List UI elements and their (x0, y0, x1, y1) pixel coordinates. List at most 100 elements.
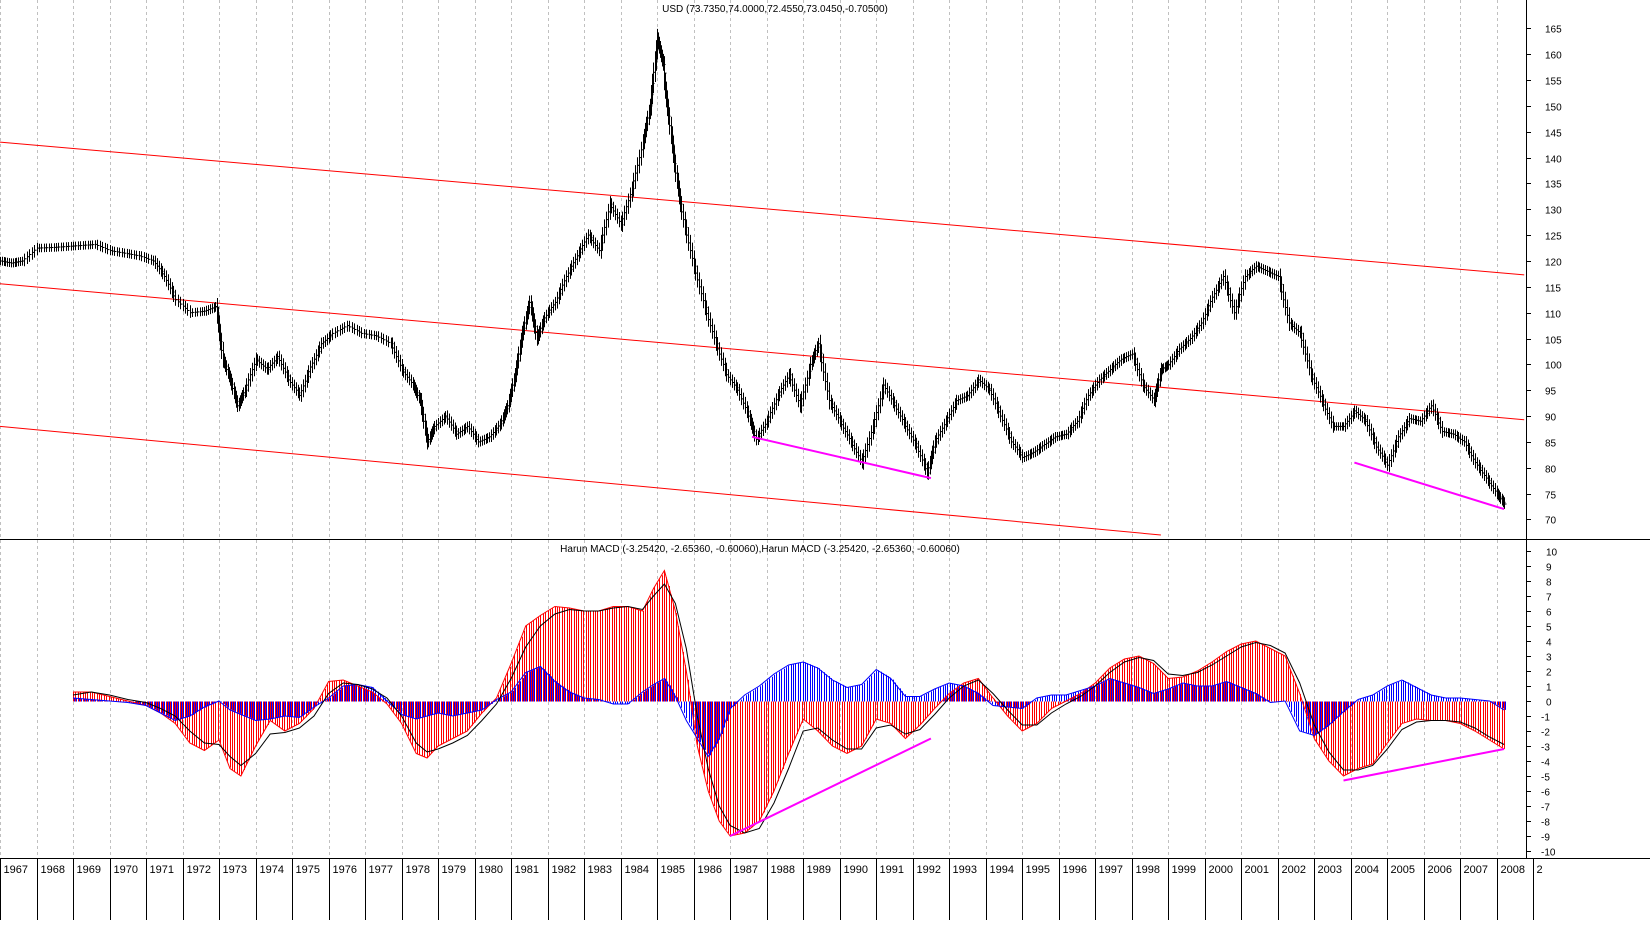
x-tick-label: 1979 (442, 864, 466, 876)
y-tick-label: 5 (1546, 623, 1552, 634)
y-tick-label: 95 (1545, 387, 1557, 398)
macd-histogram (73, 571, 1506, 836)
macd-chart-title: Harun MACD (-3.25420, -2.65360, -0.60060… (560, 544, 960, 555)
y-tick-label: 115 (1545, 284, 1561, 295)
divergence-line (729, 737, 932, 837)
y-tick-label: 6 (1546, 608, 1552, 619)
macd-panel: Harun MACD (-3.25420, -2.65360, -0.60060… (72, 544, 1558, 859)
divergence-line (751, 435, 932, 480)
x-tick-label: 1986 (698, 864, 722, 876)
y-tick-label: 125 (1545, 232, 1562, 243)
y-tick-label: -2 (1541, 728, 1550, 739)
y-tick-label: 1 (1546, 683, 1552, 694)
x-tick-label: 1970 (114, 864, 138, 876)
y-tick-label: -10 (1541, 848, 1556, 859)
x-tick-label: 1993 (953, 864, 977, 876)
y-tick-label: 155 (1545, 77, 1562, 88)
x-tick-label: 1991 (880, 864, 904, 876)
x-tick-label: 1992 (917, 864, 941, 876)
y-tick-label: 85 (1545, 439, 1557, 450)
y-tick-label: 4 (1546, 638, 1552, 649)
y-tick-label: 0 (1546, 698, 1552, 709)
x-tick-label: 1996 (1063, 864, 1087, 876)
x-tick-label: 1994 (990, 864, 1014, 876)
x-tick-label: 2008 (1501, 864, 1525, 876)
x-tick-label: 1978 (406, 864, 430, 876)
x-tick-label: 1982 (552, 864, 576, 876)
x-tick-label: 1980 (479, 864, 503, 876)
x-tick-label: 1985 (661, 864, 685, 876)
x-axis: 1967 1968 1969 1970 1971 1972 1973 1974 1975 1976… (0, 858, 1543, 920)
y-tick-label: 100 (1545, 361, 1562, 372)
x-tick-label: 1983 (588, 864, 612, 876)
x-tick-label: 1974 (260, 864, 284, 876)
price-chart-title: USD (73.7350,74.0000,72.4550,73.0450,-0.… (662, 4, 888, 15)
y-tick-label: 160 (1545, 51, 1562, 62)
y-tick-label: 90 (1545, 413, 1557, 424)
y-tick-label: 140 (1545, 155, 1562, 166)
y-tick-label: 110 (1545, 310, 1561, 321)
y-tick-label: -4 (1541, 758, 1550, 769)
x-tick-label: 2001 (1245, 864, 1269, 876)
divergence-line (1343, 748, 1505, 782)
y-tick-label: 70 (1545, 516, 1557, 527)
x-tick-label: 2 (1537, 864, 1543, 876)
y-tick-label: 105 (1545, 336, 1562, 347)
x-tick-label: 1987 (734, 864, 758, 876)
price-divergence-lines (751, 435, 1505, 511)
x-tick-label: 1977 (369, 864, 393, 876)
y-tick-label: 75 (1545, 491, 1557, 502)
signal-line (72, 583, 1505, 834)
x-tick-label: 1972 (187, 864, 211, 876)
y-tick-label: 150 (1545, 103, 1562, 114)
x-tick-label: 2006 (1428, 864, 1452, 876)
x-tick-label: 1995 (1026, 864, 1050, 876)
y-tick-label: -7 (1541, 803, 1550, 814)
x-tick-label: 1968 (41, 864, 65, 876)
price-y-axis: 70 75 80 85 90 95 100 105 110 115 120 125 130 135 140 1… (1526, 25, 1562, 527)
x-tick-label: 1969 (77, 864, 101, 876)
y-tick-label: 2 (1546, 668, 1552, 679)
price-panel: USD (73.7350,74.0000,72.4550,73.0450,-0.… (0, 4, 1562, 536)
channel-line (0, 283, 1525, 421)
x-tick-label: 2000 (1209, 864, 1233, 876)
y-tick-label: 10 (1546, 548, 1558, 559)
x-tick-label: 2004 (1355, 864, 1379, 876)
y-tick-label: 165 (1545, 25, 1562, 36)
channel-line (0, 141, 1525, 276)
x-tick-label: 1967 (4, 864, 28, 876)
x-tick-label: 1988 (771, 864, 795, 876)
x-tick-label: 2007 (1464, 864, 1488, 876)
y-tick-label: 130 (1545, 206, 1562, 217)
x-tick-label: 1990 (844, 864, 868, 876)
x-tick-label: 1975 (296, 864, 320, 876)
y-tick-label: 120 (1545, 258, 1562, 269)
x-tick-label: 1984 (625, 864, 649, 876)
y-tick-label: -6 (1541, 788, 1550, 799)
x-tick-label: 2002 (1282, 864, 1306, 876)
divergence-line (1354, 461, 1505, 511)
y-tick-label: -8 (1541, 818, 1550, 829)
channel-lines (0, 141, 1525, 536)
y-tick-label: -3 (1541, 743, 1550, 754)
x-tick-label: 1998 (1136, 864, 1160, 876)
x-tick-label: 1976 (333, 864, 357, 876)
x-tick-label: 1981 (515, 864, 539, 876)
x-tick-label: 1999 (1172, 864, 1196, 876)
y-tick-label: 7 (1546, 593, 1552, 604)
y-tick-label: -1 (1541, 713, 1550, 724)
channel-line (0, 425, 1161, 536)
x-tick-label: 1989 (807, 864, 831, 876)
y-tick-label: 145 (1545, 129, 1562, 140)
macd-divergence-lines (729, 737, 1505, 837)
x-tick-label: 2003 (1318, 864, 1342, 876)
x-tick-label: 1973 (223, 864, 247, 876)
y-tick-label: 3 (1546, 653, 1552, 664)
y-tick-label: 80 (1545, 465, 1557, 476)
price-series (0, 28, 1507, 509)
y-tick-label: 135 (1545, 180, 1562, 191)
